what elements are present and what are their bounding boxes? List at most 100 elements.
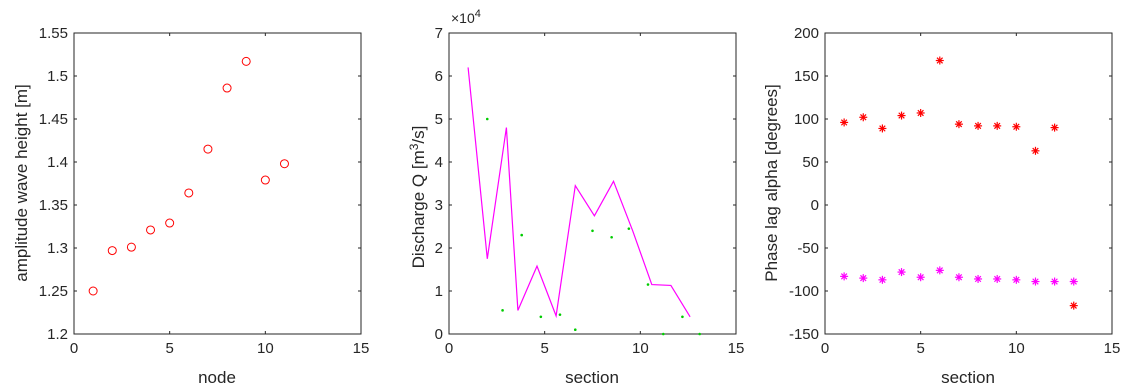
y-axis-label-superscript: 3 xyxy=(407,143,421,150)
axes-frame xyxy=(73,32,362,335)
y-tick-label: 4 xyxy=(435,154,443,171)
x-tick-label: 15 xyxy=(353,340,370,357)
data-point xyxy=(1069,277,1078,286)
data-point xyxy=(279,159,289,169)
x-tick-label: 0 xyxy=(70,340,78,357)
y-tick-label: 200 xyxy=(794,25,819,42)
y-tick-label: 1.4 xyxy=(47,154,68,171)
y-tick-label: 1.2 xyxy=(47,326,68,343)
series-line xyxy=(467,67,691,319)
x-tick-label: 5 xyxy=(165,340,173,357)
exponent-base: ×10 xyxy=(451,10,475,26)
x-tick-label: 5 xyxy=(540,340,548,357)
data-point xyxy=(993,121,1002,130)
amplitude-chart: amplitude wave height [m] node 0 5 10 15 1.2… xyxy=(12,25,369,387)
data-point xyxy=(241,56,251,66)
x-axis-label: section xyxy=(565,368,619,387)
data-point xyxy=(610,235,613,239)
data-point xyxy=(1012,275,1021,284)
data-point xyxy=(878,124,887,133)
x-tick-label: 15 xyxy=(728,340,745,357)
data-point xyxy=(878,275,887,284)
phase-lag-chart: Phase lag alpha [degrees] section 0 5 10 15… xyxy=(762,25,1120,387)
data-point xyxy=(993,274,1002,283)
x-tick-label: 0 xyxy=(445,340,453,357)
data-point xyxy=(88,286,98,296)
data-point xyxy=(146,225,156,235)
data-point xyxy=(974,274,983,283)
x-tick-label: 15 xyxy=(1104,340,1121,357)
data-point xyxy=(840,118,849,127)
y-tick-label: 1.55 xyxy=(39,25,68,42)
data-point xyxy=(203,144,213,154)
y-axis-label: amplitude wave height [m] xyxy=(12,84,31,282)
exponent-label: ×104 xyxy=(451,8,481,26)
y-tick-label: -100 xyxy=(789,283,819,300)
data-point xyxy=(520,233,524,237)
data-point xyxy=(184,188,194,198)
x-tick-label: 10 xyxy=(257,340,274,357)
data-point xyxy=(661,332,665,336)
y-tick-label: 0 xyxy=(435,326,443,343)
y-tick-label: 1.45 xyxy=(39,111,68,128)
data-point xyxy=(698,332,701,336)
y-tick-label: 50 xyxy=(802,154,819,171)
data-point xyxy=(573,328,577,332)
discharge-chart: Discharge Q [m3/s] section ×104 0 5 10 1501… xyxy=(407,8,744,387)
x-axis-label: section xyxy=(941,368,995,387)
data-point xyxy=(1031,146,1040,155)
data-point xyxy=(1012,122,1021,131)
y-axis-label-part-1: Discharge Q [m xyxy=(409,150,428,268)
y-tick-label: 150 xyxy=(794,68,819,85)
y-tick-label: 7 xyxy=(435,25,443,42)
data-point xyxy=(1050,277,1059,286)
data-point xyxy=(591,229,594,233)
y-tick-label: 5 xyxy=(435,111,443,128)
data-point xyxy=(126,242,136,252)
y-tick-label: 1.35 xyxy=(39,197,68,214)
data-point xyxy=(840,272,849,281)
data-point xyxy=(1069,301,1078,310)
data-point xyxy=(1050,123,1059,132)
data-point xyxy=(935,266,944,275)
y-axis-label-part-3: /s] xyxy=(409,126,428,144)
data-point xyxy=(501,309,504,312)
y-tick-label: 0 xyxy=(811,197,819,214)
x-axis-label: node xyxy=(198,368,236,387)
y-tick-label: -150 xyxy=(789,326,819,343)
data-point xyxy=(859,274,868,283)
data-point xyxy=(974,121,983,130)
y-tick-label: 1.5 xyxy=(47,68,68,85)
y-tick-label: 6 xyxy=(435,68,443,85)
axes-frame xyxy=(448,32,737,335)
y-tick-label: 1 xyxy=(435,283,443,300)
y-tick-label: 2 xyxy=(435,240,443,257)
data-point xyxy=(859,113,868,122)
x-tick-label: 10 xyxy=(632,340,649,357)
data-point xyxy=(627,227,631,230)
exponent-power: 4 xyxy=(475,8,481,20)
data-point xyxy=(954,120,963,129)
y-tick-label: 100 xyxy=(794,111,819,128)
y-axis-label: Discharge Q [m3/s] xyxy=(407,126,428,269)
data-point xyxy=(165,218,175,228)
data-point xyxy=(897,111,906,120)
data-point xyxy=(646,283,650,286)
x-tick-label: 0 xyxy=(821,340,829,357)
y-tick-label: 3 xyxy=(435,197,443,214)
y-axis-label: Phase lag alpha [degrees] xyxy=(762,84,781,282)
y-tick-label: -50 xyxy=(797,240,819,257)
data-point xyxy=(260,175,270,185)
data-point xyxy=(222,83,232,93)
data-point xyxy=(539,315,543,319)
data-point xyxy=(107,246,117,256)
data-point xyxy=(558,313,562,316)
data-point xyxy=(935,56,944,65)
y-tick-label: 1.25 xyxy=(39,283,68,300)
axes-frame xyxy=(824,32,1113,335)
data-point xyxy=(916,273,925,282)
data-point xyxy=(916,108,925,117)
x-tick-label: 10 xyxy=(1008,340,1025,357)
x-tick-label: 5 xyxy=(916,340,924,357)
